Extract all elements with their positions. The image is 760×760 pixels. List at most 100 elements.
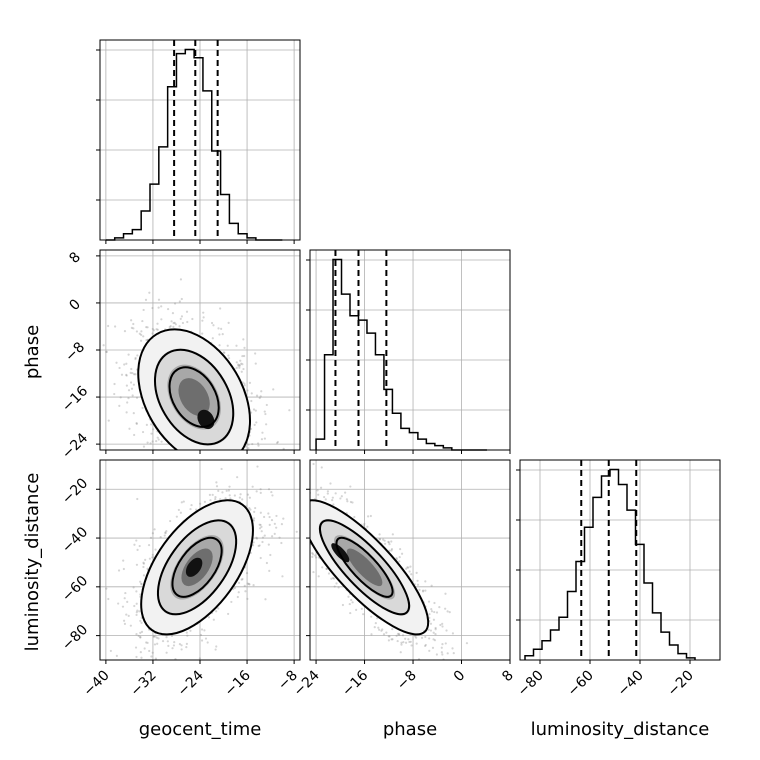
scatter_phase_vs_geocent_time-point bbox=[222, 351, 225, 354]
scatter_luminosity_distance_vs_geocent_time-point bbox=[251, 544, 255, 547]
scatter_luminosity_distance_vs_phase-point bbox=[278, 477, 280, 479]
scatter_luminosity_distance_vs_geocent_time-point bbox=[198, 657, 201, 660]
scatter_luminosity_distance_vs_phase-point bbox=[326, 492, 329, 495]
scatter_luminosity_distance_vs_geocent_time-ytick-label: −40 bbox=[59, 524, 91, 556]
scatter_luminosity_distance_vs_geocent_time-point bbox=[199, 502, 202, 505]
scatter_phase_vs_geocent_time-point bbox=[125, 411, 128, 414]
scatter_luminosity_distance_vs_geocent_time-point bbox=[138, 544, 141, 548]
scatter_phase_vs_geocent_time-point bbox=[142, 335, 145, 338]
scatter_luminosity_distance_vs_phase-point bbox=[305, 531, 307, 533]
scatter_luminosity_distance_vs_phase-point bbox=[442, 663, 444, 665]
scatter_phase_vs_geocent_time-point bbox=[123, 363, 126, 366]
scatter_luminosity_distance_vs_phase-point bbox=[298, 503, 300, 505]
scatter_luminosity_distance_vs_geocent_time-point bbox=[156, 664, 158, 666]
scatter_phase_vs_geocent_time-point bbox=[196, 455, 198, 457]
scatter_luminosity_distance_vs_geocent_time-point bbox=[143, 647, 146, 650]
scatter_phase_vs_geocent_time-point bbox=[152, 428, 155, 431]
scatter_phase_vs_geocent_time-point bbox=[125, 362, 128, 365]
scatter_luminosity_distance_vs_geocent_time-point bbox=[180, 644, 183, 647]
scatter_luminosity_distance_vs_geocent_time-point bbox=[255, 490, 258, 493]
scatter_phase_vs_geocent_time-point bbox=[243, 384, 246, 387]
scatter_luminosity_distance_vs_geocent_time-point bbox=[162, 660, 164, 662]
scatter_luminosity_distance_vs_phase-point bbox=[424, 643, 427, 647]
scatter_phase_vs_geocent_time-point bbox=[214, 466, 216, 468]
scatter_phase_vs_geocent_time-contour bbox=[137, 328, 251, 450]
scatter_luminosity_distance_vs_phase-point bbox=[303, 497, 305, 499]
scatter_luminosity_distance_vs_phase-point bbox=[337, 586, 340, 589]
scatter_phase_vs_geocent_time-point bbox=[246, 389, 249, 392]
scatter_phase_vs_geocent_time-point bbox=[275, 499, 277, 501]
scatter_luminosity_distance_vs_phase-point bbox=[395, 557, 398, 560]
scatter_luminosity_distance_vs_phase-point bbox=[331, 576, 335, 580]
scatter_luminosity_distance_vs_geocent_time-point bbox=[153, 643, 157, 646]
scatter_luminosity_distance_vs_geocent_time-point bbox=[207, 451, 209, 453]
scatter_luminosity_distance_vs_geocent_time-ytick-label: −60 bbox=[59, 573, 91, 605]
scatter_luminosity_distance_vs_phase-point bbox=[311, 551, 314, 555]
scatter_luminosity_distance_vs_geocent_time-point bbox=[214, 498, 217, 501]
scatter_luminosity_distance_vs_geocent_time-point bbox=[211, 493, 214, 496]
scatter_phase_vs_geocent_time-point bbox=[235, 361, 238, 364]
scatter_luminosity_distance_vs_geocent_time-point bbox=[261, 536, 265, 539]
scatter_luminosity_distance_vs_geocent_time-point bbox=[173, 641, 176, 644]
scatter_luminosity_distance_vs_geocent_time-frame bbox=[99, 459, 301, 661]
scatter_luminosity_distance_vs_phase-point bbox=[387, 540, 390, 543]
scatter_luminosity_distance_vs_phase-point bbox=[384, 542, 387, 545]
scatter_phase_vs_geocent_time-point bbox=[197, 480, 199, 482]
scatter_luminosity_distance_vs_geocent_time-point bbox=[227, 612, 230, 616]
scatter_luminosity_distance_vs_phase-contour bbox=[318, 519, 411, 616]
scatter_luminosity_distance_vs_geocent_time-point bbox=[94, 570, 96, 572]
scatter_phase_vs_geocent_time-point bbox=[175, 464, 177, 466]
scatter_luminosity_distance_vs_phase-point bbox=[415, 642, 418, 645]
scatter_phase_vs_geocent_time-point bbox=[191, 317, 194, 321]
scatter_phase_vs_geocent_time-point bbox=[157, 438, 160, 441]
hist_phase-histogram bbox=[315, 258, 487, 451]
scatter_phase_vs_geocent_time-point bbox=[186, 320, 189, 324]
scatter_luminosity_distance_vs_phase-point bbox=[339, 497, 342, 500]
scatter_luminosity_distance_vs_phase-point bbox=[348, 602, 351, 606]
scatter_phase_vs_geocent_time-point bbox=[227, 357, 231, 360]
scatter_luminosity_distance_vs_geocent_time-point bbox=[157, 637, 160, 640]
scatter_luminosity_distance_vs_phase-point bbox=[306, 553, 308, 555]
scatter_luminosity_distance_vs_geocent_time-point bbox=[174, 657, 177, 660]
scatter_phase_vs_geocent_time-point bbox=[219, 469, 221, 471]
scatter_luminosity_distance_vs_phase-point bbox=[390, 638, 393, 641]
scatter_luminosity_distance_vs_phase-point bbox=[424, 580, 427, 583]
scatter_luminosity_distance_vs_phase-point bbox=[416, 583, 420, 586]
scatter_luminosity_distance_vs_phase-point bbox=[327, 572, 331, 575]
scatter_luminosity_distance_vs_phase-point bbox=[434, 632, 437, 636]
scatter_luminosity_distance_vs_phase-point bbox=[457, 663, 459, 665]
scatter_phase_vs_geocent_time-point bbox=[190, 476, 192, 478]
scatter_phase_vs_geocent_time-point bbox=[247, 447, 250, 450]
scatter_luminosity_distance_vs_geocent_time-point bbox=[146, 641, 149, 644]
scatter_luminosity_distance_vs_phase-point bbox=[355, 608, 358, 611]
scatter_phase_vs_geocent_time-point bbox=[220, 478, 222, 480]
scatter_luminosity_distance_vs_geocent_time-point bbox=[271, 494, 274, 497]
scatter_luminosity_distance_vs_geocent_time-point bbox=[257, 544, 260, 548]
scatter_phase_vs_geocent_time-point bbox=[240, 370, 243, 373]
scatter_phase_vs_geocent_time-point bbox=[238, 363, 241, 367]
scatter_luminosity_distance_vs_phase-point bbox=[340, 495, 343, 498]
scatter_luminosity_distance_vs_geocent_time-point bbox=[241, 498, 244, 501]
scatter_phase_vs_geocent_time-point bbox=[282, 447, 285, 450]
scatter_luminosity_distance_vs_phase-point bbox=[366, 525, 369, 528]
scatter_luminosity_distance_vs_geocent_time-point bbox=[227, 489, 231, 492]
scatter_phase_vs_geocent_time-point bbox=[258, 396, 261, 400]
scatter_luminosity_distance_vs_geocent_time-point bbox=[124, 591, 127, 595]
scatter_luminosity_distance_vs_phase-point bbox=[385, 631, 388, 634]
scatter_luminosity_distance_vs_geocent_time-point bbox=[236, 476, 239, 479]
scatter_phase_vs_geocent_time-point bbox=[183, 455, 185, 457]
scatter_luminosity_distance_vs_geocent_time-point bbox=[119, 663, 121, 665]
scatter_phase_vs_geocent_time-point bbox=[107, 324, 110, 328]
scatter_luminosity_distance_vs_geocent_time-point bbox=[219, 498, 222, 501]
scatter_phase_vs_geocent_time-point bbox=[120, 373, 124, 376]
scatter_phase_vs_geocent_time-point bbox=[179, 498, 181, 500]
scatter_phase_vs_geocent_time-point bbox=[127, 389, 131, 392]
scatter_phase_vs_geocent_time-point bbox=[226, 472, 228, 474]
scatter_luminosity_distance_vs_geocent_time-point bbox=[233, 494, 236, 497]
scatter_luminosity_distance_vs_geocent_time-point bbox=[153, 528, 156, 531]
scatter_phase_vs_geocent_time-point bbox=[216, 461, 218, 463]
scatter_phase_vs_geocent_time-point bbox=[135, 422, 138, 425]
scatter_luminosity_distance_vs_phase-point bbox=[399, 651, 402, 654]
scatter_luminosity_distance_vs_phase-point bbox=[429, 629, 433, 632]
scatter_luminosity_distance_vs_geocent_time-point bbox=[177, 508, 180, 512]
